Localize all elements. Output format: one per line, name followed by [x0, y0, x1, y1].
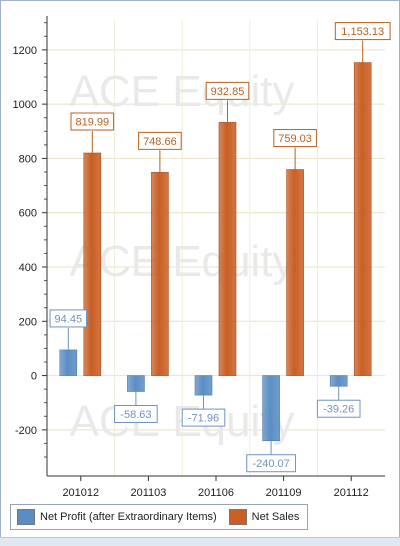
y-tick-label: -200 [15, 425, 37, 437]
legend-label-net-profit: Net Profit (after Extraordinary Items) [40, 511, 217, 523]
data-label-box [246, 454, 296, 473]
data-label-net-sales-201109: 759.03 [278, 133, 312, 145]
bar-net-sales-201012 [83, 152, 102, 376]
bars [59, 62, 372, 442]
x-tick-label: 201106 [198, 487, 234, 499]
bar-net-sales-201106 [218, 122, 237, 376]
bar-net-sales-201109 [286, 169, 304, 376]
data-label-net-profit-201106: -71.96 [188, 413, 219, 425]
data-label-net-profit-201109: -240.07 [252, 458, 289, 470]
watermark-text-1: ACE Equity [70, 67, 295, 116]
y-tick-label: 800 [19, 153, 37, 165]
x-tick-label: 201112 [334, 487, 369, 499]
watermark-text-2: ACE Equity [70, 237, 295, 286]
gridlines [47, 20, 385, 476]
legend-label-net-sales: Net Sales [251, 511, 300, 523]
y-tick-label: 1000 [13, 99, 37, 111]
data-label-net-sales-201112: 1,153.13 [341, 26, 384, 38]
legend-item-net-sales: Net Sales [228, 509, 300, 525]
bar-net-profit-201012 [59, 349, 78, 376]
y-tick-label: 0 [31, 371, 37, 383]
data-label-box [205, 81, 250, 100]
bar-net-profit-201106 [194, 375, 213, 396]
data-label-box [114, 404, 158, 423]
data-label-net-profit-201103: -58.63 [120, 409, 151, 421]
data-label-net-profit-201112: -39.26 [323, 404, 354, 416]
data-label-box [273, 129, 317, 148]
bar-net-sales-201103 [151, 172, 169, 376]
data-label-box [138, 131, 182, 150]
legend: Net Profit (after Extraordinary Items) N… [10, 504, 308, 530]
y-tick-label: 1200 [13, 45, 37, 57]
legend-swatch-net-sales [228, 509, 247, 525]
bar-net-profit-201109 [262, 375, 280, 442]
data-label-box [316, 399, 361, 418]
data-label-box [334, 22, 391, 41]
data-label-net-sales-201103: 748.66 [143, 136, 177, 148]
legend-item-net-profit: Net Profit (after Extraordinary Items) [17, 509, 217, 525]
data-label-box [181, 408, 226, 427]
y-tick-label: 200 [19, 316, 37, 328]
window-bottom-edge [0, 537, 400, 546]
legend-swatch-net-profit [17, 509, 35, 525]
x-tick-label: 201012 [62, 487, 99, 499]
data-label-box [49, 309, 88, 328]
x-tick-label: 201109 [266, 487, 302, 499]
y-tick-label: 400 [19, 262, 37, 274]
x-tick-label: 201103 [130, 487, 166, 499]
bar-net-sales-201112 [353, 62, 372, 376]
data-labels: 94.45 -58.63 -71.96 -240.07 -39.26 819.99 748.… [49, 22, 391, 473]
data-label-net-profit-201012: 94.45 [55, 313, 83, 325]
watermark-layer: ACE Equity ACE Equity ACE Equity [70, 67, 295, 446]
data-label-net-sales-201106: 932.85 [211, 86, 245, 98]
data-label-net-sales-201012: 819.99 [75, 117, 109, 129]
y-tick-label: 600 [19, 208, 37, 220]
axes: -200 0 200 400 600 800 1000 1200 201012 201103 201… [13, 16, 385, 499]
bar-net-profit-201103 [127, 375, 145, 392]
data-label-box [70, 112, 115, 131]
bar-net-profit-201112 [329, 375, 348, 387]
